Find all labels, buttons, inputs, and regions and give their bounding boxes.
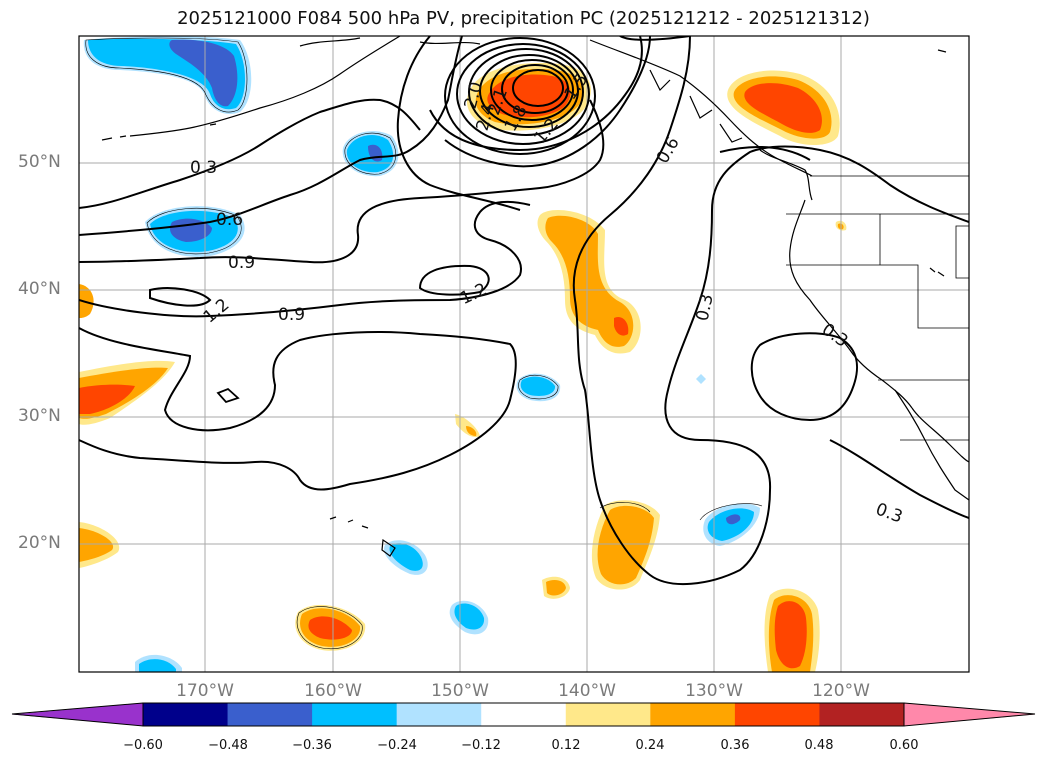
pv-contour-0.3-ridge: [396, 36, 521, 211]
pv-vortex-rings: [429, 36, 691, 168]
colorbar-tick-label: −0.12: [461, 738, 501, 753]
pv-contour-0.6: [79, 36, 463, 236]
map-layers: 0.3 0.6 0.9 1.2 0.9 1.2 0.6 0.3 0.3 0.3 …: [79, 36, 969, 672]
us-west-coast: [789, 199, 913, 409]
lat-label-40n: 40°N: [18, 279, 61, 299]
pv-contour-0.6-east: [572, 36, 969, 586]
colorbar-tick-label: −0.48: [208, 738, 248, 753]
pv-contour-0.3-west: [79, 98, 421, 209]
contour-label: 0.9: [278, 305, 305, 325]
baja-coast: [894, 389, 969, 501]
colorbar-tick-label: −0.60: [123, 738, 163, 753]
pv-contour-outer: [79, 327, 517, 491]
contour-label: 0.6: [216, 210, 243, 230]
colorbar-tick-label: −0.24: [377, 738, 417, 753]
contour-label: 0.3: [190, 158, 217, 178]
borders: [786, 175, 969, 441]
map-title: 2025121000 F084 500 hPa PV, precipitatio…: [177, 8, 870, 29]
lat-label-20n: 20°N: [18, 533, 61, 553]
lon-label-140w: 140°W: [558, 681, 616, 701]
map-frame: [78, 35, 970, 673]
lat-lon-grid: [79, 36, 969, 672]
bc-coast: [759, 149, 813, 201]
pv-contour-0.3-south: [829, 439, 969, 519]
colorbar-tick-label: 0.24: [635, 738, 665, 753]
alaska-peninsula-coast: [129, 36, 401, 137]
pv-contour-0.3-east: [719, 146, 811, 161]
pv-contour-1.2-loop: [149, 287, 212, 307]
lon-label-130w: 130°W: [685, 681, 743, 701]
colorbar-tick-label: 0.48: [804, 738, 834, 753]
precip-outlines: [85, 37, 763, 650]
lat-label-30n: 30°N: [18, 406, 61, 426]
colorbar-tick-label: 0.60: [889, 738, 919, 753]
pv-contours: [79, 36, 969, 586]
pv-contour-1.2-east: [418, 264, 490, 296]
colorbar-tick-label: −0.36: [292, 738, 332, 753]
pv-contour-0.3-loop: [750, 332, 858, 422]
lon-label-170w: 170°W: [176, 681, 234, 701]
lon-label-150w: 150°W: [431, 681, 489, 701]
colorbar-tick-label: 0.12: [551, 738, 581, 753]
precip-positive-shading: [79, 63, 847, 672]
se-alaska-coast: [589, 39, 813, 177]
lat-label-50n: 50°N: [18, 152, 61, 172]
lon-label-160w: 160°W: [304, 681, 362, 701]
contour-label: 0.9: [228, 253, 255, 273]
lon-label-120w: 120°W: [812, 681, 870, 701]
pv-contour-0.9: [79, 99, 605, 264]
colorbar-tick-label: 0.36: [720, 738, 750, 753]
coastlines: [101, 36, 969, 557]
pv-contour-0.9-south: [79, 200, 531, 318]
